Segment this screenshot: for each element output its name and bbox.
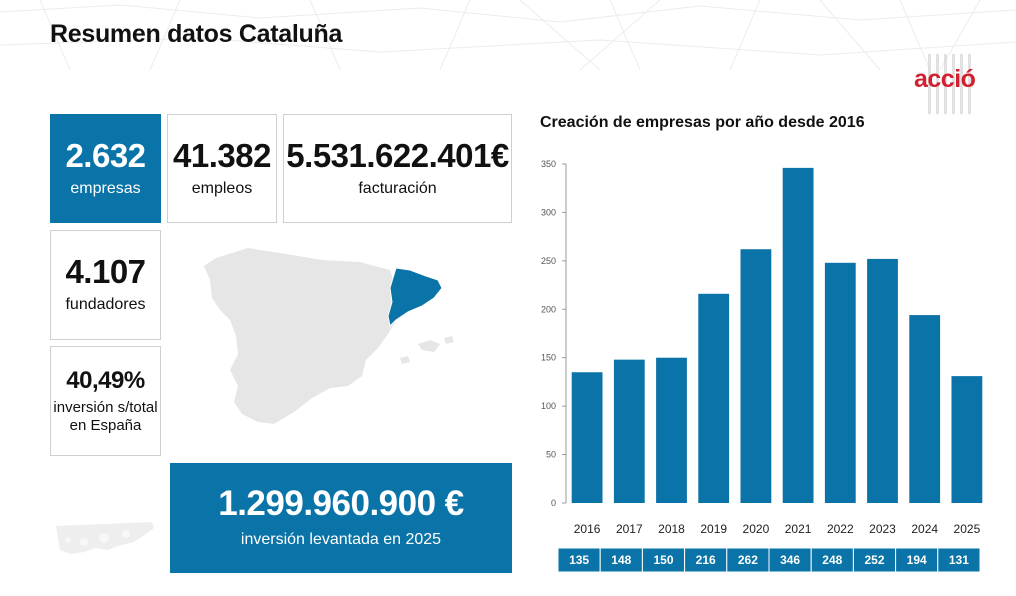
x-tick-label: 2019 xyxy=(700,522,727,536)
value-cell xyxy=(895,547,939,573)
value-cell xyxy=(937,547,981,573)
stat-fundadores: 4.107 fundadores xyxy=(50,230,161,340)
x-tick-label: 2024 xyxy=(911,522,938,536)
y-tick-label: 300 xyxy=(541,207,556,217)
stat-facturacion-value: 5.531.622.401€ xyxy=(286,136,509,174)
page-title: Resumen datos Cataluña xyxy=(50,20,343,48)
x-tick-label: 2017 xyxy=(616,522,643,536)
y-tick-label: 250 xyxy=(541,256,556,266)
data-label: 131 xyxy=(949,553,969,567)
x-tick-label: 2025 xyxy=(954,522,981,536)
bar-2017 xyxy=(613,359,645,503)
y-tick-label: 150 xyxy=(541,353,556,363)
stat-facturacion: 5.531.622.401€ facturación xyxy=(283,114,512,223)
bar-chart: 0 50 100 150 200 250 300 350 2016 135 2017 148 2018 1… xyxy=(541,159,983,573)
stat-empleos-value: 41.382 xyxy=(173,136,271,174)
data-label: 148 xyxy=(611,553,631,567)
stat-fundadores-label: fundadores xyxy=(65,296,146,314)
bar-2021 xyxy=(782,167,814,504)
data-label: 346 xyxy=(780,553,800,567)
stat-facturacion-label: facturación xyxy=(358,179,437,197)
y-tick-label: 50 xyxy=(546,450,556,460)
stat-fundadores-value: 4.107 xyxy=(65,253,146,291)
data-label: 262 xyxy=(738,553,758,567)
canary-islands-map xyxy=(56,522,154,554)
bar-2018 xyxy=(656,357,687,503)
value-cell xyxy=(726,547,770,573)
x-tick-label: 2020 xyxy=(743,522,770,536)
x-tick-label: 2022 xyxy=(827,522,854,536)
y-tick-label: 350 xyxy=(541,159,556,169)
spain-map xyxy=(204,248,454,424)
stat-empresas: 2.632 empresas xyxy=(50,114,161,223)
value-cell xyxy=(768,547,812,573)
stat-inversion-pct: 40,49% inversión s/total en España xyxy=(50,346,161,456)
accio-logo: acció xyxy=(912,48,992,118)
y-tick-label: 100 xyxy=(541,401,556,411)
bar-2025 xyxy=(951,376,983,503)
bar-2016 xyxy=(571,372,603,503)
stat-empresas-label: empresas xyxy=(70,179,141,197)
data-label: 150 xyxy=(653,553,673,567)
bar-2022 xyxy=(824,262,856,503)
stat-inversion-levantada-label: inversión levantada en 2025 xyxy=(240,531,442,549)
stat-inversion-pct-label: inversión s/total en España xyxy=(53,399,158,434)
data-label: 252 xyxy=(864,553,884,567)
logo-text: acció xyxy=(914,65,976,93)
value-cell xyxy=(684,547,728,573)
x-tick-label: 2023 xyxy=(869,522,896,536)
balearic-islands xyxy=(400,336,454,364)
x-tick-label: 2021 xyxy=(785,522,812,536)
y-tick-label: 0 xyxy=(551,498,556,508)
catalonia-shape xyxy=(387,267,443,328)
value-cell xyxy=(810,547,854,573)
data-label: 248 xyxy=(822,553,842,567)
stat-inversion-levantada-value: 1.299.960.900 € xyxy=(218,484,464,524)
stat-empleos-label: empleos xyxy=(191,179,253,197)
bar-2023 xyxy=(867,258,898,503)
stat-empleos: 41.382 empleos xyxy=(167,114,277,223)
background-map xyxy=(0,0,1016,70)
stat-inversion-pct-value: 40,49% xyxy=(66,367,145,395)
bar-2024 xyxy=(909,315,941,503)
data-label: 194 xyxy=(907,553,927,567)
data-label: 216 xyxy=(696,553,716,567)
stat-inversion-levantada: 1.299.960.900 € inversión levantada en 2… xyxy=(170,463,512,573)
logo-stripes-icon xyxy=(928,54,971,114)
chart-title: Creación de empresas por año desde 2016 xyxy=(540,114,865,131)
spain-shape xyxy=(204,248,402,424)
stat-empresas-value: 2.632 xyxy=(65,136,146,174)
x-tick-label: 2016 xyxy=(574,522,601,536)
data-label: 135 xyxy=(569,553,589,567)
bar-2020 xyxy=(740,249,772,503)
bar-2019 xyxy=(698,293,730,503)
x-tick-label: 2018 xyxy=(658,522,685,536)
y-tick-label: 200 xyxy=(541,304,556,314)
